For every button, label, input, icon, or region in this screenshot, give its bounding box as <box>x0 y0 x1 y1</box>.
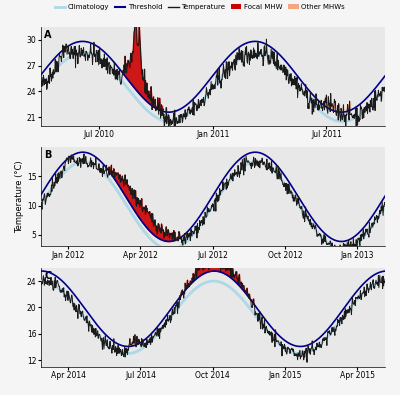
Text: A: A <box>44 30 52 40</box>
Legend: Climatology, Threshold, Temperature, Focal MHW, Other MHWs: Climatology, Threshold, Temperature, Foc… <box>52 2 348 13</box>
Text: C: C <box>44 271 51 281</box>
Y-axis label: Temperature (°C): Temperature (°C) <box>15 160 24 233</box>
Text: B: B <box>44 150 51 160</box>
